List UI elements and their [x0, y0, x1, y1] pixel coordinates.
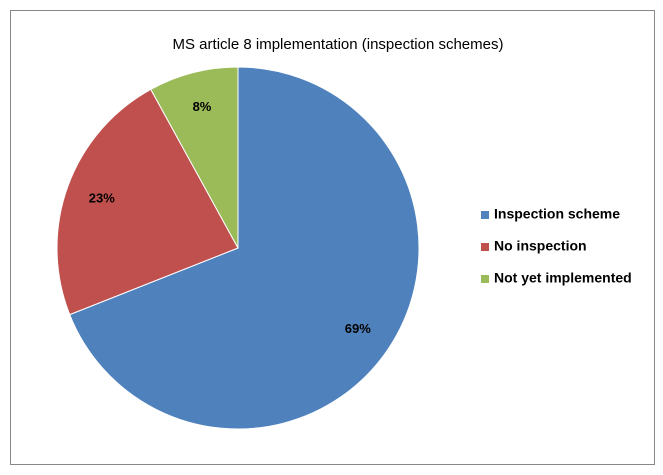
pie-slice	[56, 88, 239, 316]
legend-swatch	[481, 275, 489, 283]
pie-slice	[69, 66, 420, 430]
legend-label: Inspection scheme	[494, 206, 620, 222]
data-label: 23%	[89, 190, 115, 205]
chart-title: MS article 8 implementation (inspection …	[173, 36, 504, 53]
pie-slice	[150, 66, 239, 249]
legend-label: Not yet implemented	[494, 270, 632, 286]
legend-swatch	[481, 211, 489, 219]
legend-swatch	[481, 243, 489, 251]
data-label: 69%	[345, 321, 371, 336]
legend-label: No inspection	[494, 238, 587, 254]
data-label: 8%	[193, 99, 212, 114]
